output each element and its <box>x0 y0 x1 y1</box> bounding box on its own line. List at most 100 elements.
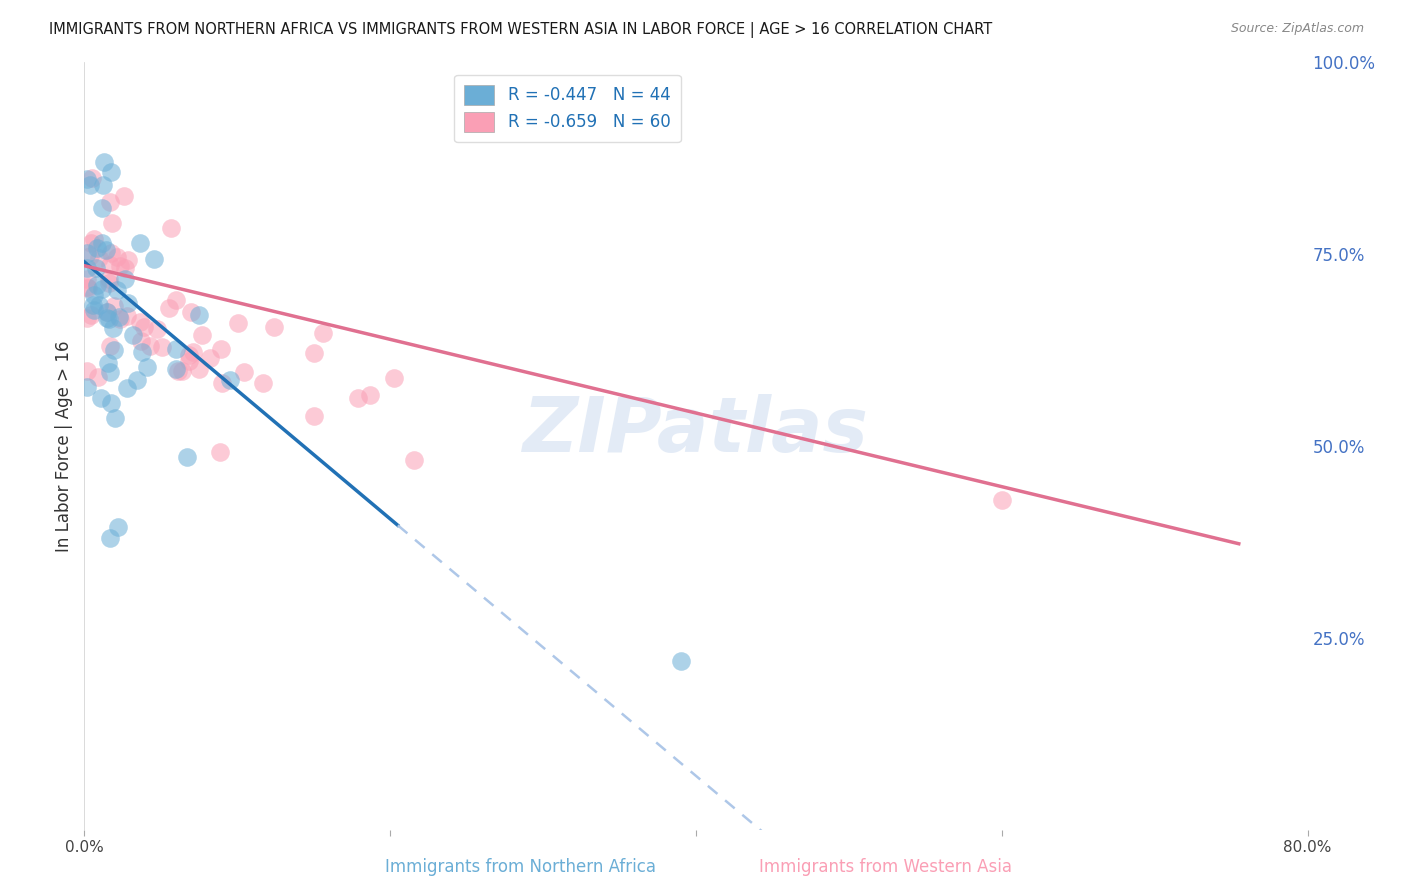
Point <box>122 327 145 342</box>
Point <box>79 248 101 262</box>
Point <box>159 221 181 235</box>
Point <box>134 320 156 334</box>
Point <box>100 396 122 410</box>
Point <box>98 195 121 210</box>
Point <box>177 354 200 368</box>
Point <box>107 519 129 533</box>
Point <box>87 298 110 312</box>
Point <box>82 298 104 312</box>
Point <box>98 276 121 290</box>
Point <box>91 236 114 251</box>
Point <box>83 232 105 246</box>
Point <box>176 450 198 464</box>
Point <box>76 364 98 378</box>
Text: ZIPatlas: ZIPatlas <box>523 393 869 467</box>
Point <box>108 311 131 326</box>
Point <box>183 345 205 359</box>
Point <box>135 359 157 374</box>
Point <box>209 445 232 459</box>
Point <box>96 311 118 326</box>
Point <box>129 235 152 250</box>
Point <box>105 250 128 264</box>
Point <box>159 301 181 316</box>
Point <box>114 261 136 276</box>
Point <box>117 252 139 267</box>
Point <box>105 283 128 297</box>
Point <box>188 308 211 322</box>
Point <box>172 364 194 378</box>
Point <box>226 316 249 330</box>
Point <box>252 376 274 390</box>
Point <box>115 381 138 395</box>
Point <box>110 259 132 273</box>
Point <box>98 339 121 353</box>
Point <box>180 305 202 319</box>
Point <box>382 371 405 385</box>
Point <box>100 259 122 273</box>
Point <box>89 251 111 265</box>
Point <box>127 373 149 387</box>
Point <box>138 339 160 353</box>
Point <box>167 364 190 378</box>
Point <box>76 172 98 186</box>
Point <box>96 244 118 258</box>
Point <box>115 309 138 323</box>
Point <box>104 411 127 425</box>
Point <box>117 296 139 310</box>
Point <box>80 235 103 250</box>
Point <box>142 252 165 267</box>
Y-axis label: In Labor Force | Age > 16: In Labor Force | Age > 16 <box>55 340 73 552</box>
Point <box>80 170 103 185</box>
Point <box>100 216 122 230</box>
Point <box>91 178 114 192</box>
Point <box>90 392 112 406</box>
Point <box>108 310 131 324</box>
Point <box>232 366 254 380</box>
Point <box>83 303 105 318</box>
Point <box>165 342 187 356</box>
Point <box>86 241 108 255</box>
Point <box>263 320 285 334</box>
Point <box>86 278 108 293</box>
Point <box>191 328 214 343</box>
Point <box>93 155 115 169</box>
Point <box>91 202 114 216</box>
Point <box>96 304 118 318</box>
Point <box>87 370 110 384</box>
Text: Immigrants from Western Asia: Immigrants from Western Asia <box>759 858 1012 876</box>
Point <box>150 339 173 353</box>
Point <box>90 282 112 296</box>
Point <box>101 320 124 334</box>
Point <box>98 531 121 545</box>
Point <box>404 453 426 467</box>
Point <box>76 279 98 293</box>
Point <box>146 322 169 336</box>
Point <box>304 346 326 360</box>
Point <box>76 272 98 286</box>
Point <box>200 351 222 365</box>
Point <box>165 362 187 376</box>
Point <box>209 343 232 357</box>
Point <box>98 271 121 285</box>
Point <box>98 365 121 379</box>
Text: Source: ZipAtlas.com: Source: ZipAtlas.com <box>1230 22 1364 36</box>
Point <box>97 356 120 370</box>
Point <box>100 165 122 179</box>
Point <box>79 308 101 322</box>
Point <box>96 304 118 318</box>
Point <box>131 344 153 359</box>
Point <box>177 348 200 362</box>
Point <box>79 178 101 193</box>
Point <box>84 260 107 275</box>
Point <box>312 326 335 340</box>
Point <box>76 380 98 394</box>
Point <box>187 362 209 376</box>
Point <box>112 189 135 203</box>
Point <box>114 271 136 285</box>
Point <box>128 314 150 328</box>
Point <box>211 376 233 391</box>
Point <box>98 311 121 326</box>
Point <box>76 311 98 326</box>
Point <box>991 492 1014 507</box>
Point <box>302 409 325 424</box>
